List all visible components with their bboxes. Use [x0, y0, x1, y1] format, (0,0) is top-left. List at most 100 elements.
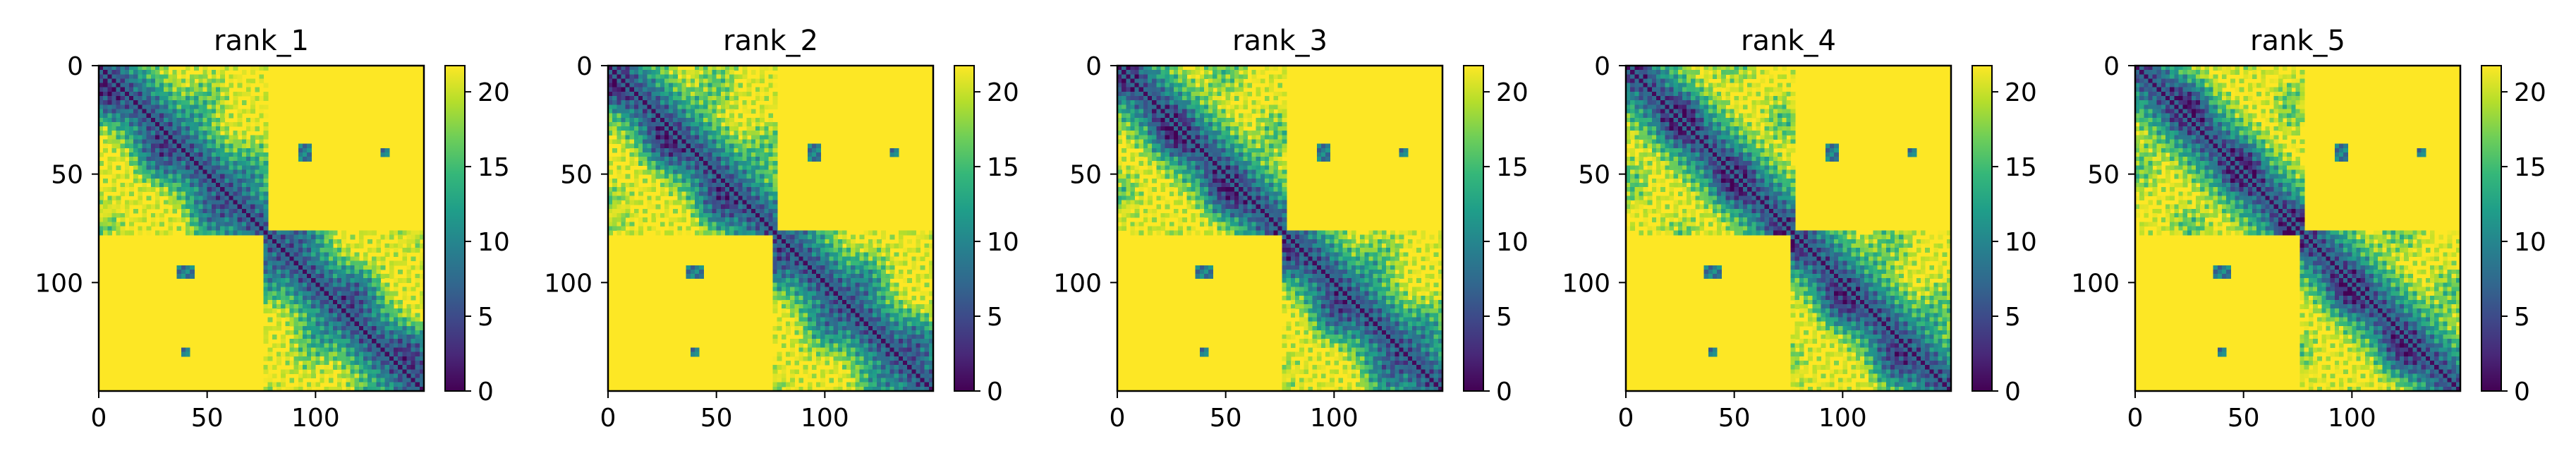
heatmap-cell — [734, 131, 739, 136]
heatmap-cell — [851, 304, 856, 309]
heatmap-cell — [320, 239, 325, 244]
heatmap-cell — [380, 378, 386, 383]
heatmap-cell — [302, 339, 308, 344]
heatmap-cell — [293, 386, 299, 392]
heatmap-cell — [272, 291, 277, 296]
heatmap-cell — [868, 351, 873, 357]
heatmap-cell — [855, 252, 861, 258]
heatmap-cell — [720, 78, 726, 84]
heatmap-cell — [311, 295, 316, 301]
heatmap-cell — [263, 356, 269, 361]
heatmap-cell — [185, 191, 190, 196]
heatmap-cell — [703, 191, 708, 196]
heatmap-cell — [107, 212, 113, 218]
heatmap-cell — [798, 325, 804, 331]
heatmap-cell — [920, 351, 925, 357]
heatmap-cell — [859, 274, 865, 279]
heatmap-cell — [272, 365, 277, 370]
heatmap-cell — [367, 308, 372, 313]
heatmap-cell — [124, 131, 130, 136]
heatmap-cell — [263, 222, 269, 227]
heatmap-cell — [190, 161, 195, 166]
heatmap-cell — [616, 87, 622, 92]
heatmap-cell — [681, 109, 687, 114]
heatmap-cell — [694, 187, 700, 192]
heatmap-cell — [190, 265, 195, 270]
heatmap-cell — [194, 104, 199, 110]
heatmap-cell — [647, 131, 652, 136]
heatmap-cell — [751, 178, 756, 184]
heatmap-cell — [616, 117, 622, 123]
heatmap-cell — [120, 121, 126, 127]
heatmap-cell — [354, 256, 360, 262]
heatmap-cell — [690, 217, 695, 222]
heatmap-cell — [289, 347, 295, 353]
heatmap-cell — [229, 191, 234, 196]
heatmap-cell — [285, 308, 291, 313]
heatmap-cell — [772, 217, 778, 222]
heatmap-cell — [341, 369, 346, 375]
heatmap-cell — [816, 321, 821, 327]
heatmap-cell — [803, 243, 808, 248]
heatmap-cell — [833, 339, 839, 344]
heatmap-cell — [211, 139, 217, 145]
heatmap-cell — [647, 135, 652, 140]
heatmap-cell — [146, 66, 152, 71]
heatmap-cell — [889, 347, 895, 353]
heatmap-cell — [298, 335, 303, 339]
heatmap-cell — [315, 260, 321, 266]
heatmap-cell — [293, 278, 299, 283]
heatmap-cell — [837, 260, 843, 266]
heatmap-cell — [237, 148, 243, 153]
heatmap-cell — [320, 265, 325, 270]
heatmap-cell — [164, 161, 169, 166]
heatmap-cell — [751, 182, 756, 188]
heatmap-cell — [781, 239, 786, 244]
heatmap-cell — [245, 148, 251, 153]
heatmap-cell — [211, 212, 217, 218]
heatmap-cell — [621, 121, 626, 127]
heatmap-cell — [293, 321, 299, 327]
heatmap-cell — [703, 83, 708, 88]
heatmap-cell — [820, 325, 825, 331]
heatmap-cell — [328, 295, 334, 301]
heatmap-cell — [332, 347, 338, 353]
heatmap-cell — [907, 360, 912, 366]
heatmap-cell — [350, 282, 356, 288]
heatmap-cell — [760, 126, 765, 131]
heatmap-cell — [229, 139, 234, 145]
heatmap-cell — [608, 96, 613, 101]
heatmap-cell — [237, 217, 243, 222]
heatmap-cell — [720, 143, 726, 149]
heatmap-cell — [742, 152, 748, 157]
heatmap-cell — [868, 265, 873, 270]
heatmap-cell — [707, 131, 713, 136]
heatmap-cell — [868, 369, 873, 375]
heatmap-cell — [207, 109, 212, 114]
heatmap-cell — [842, 248, 847, 253]
heatmap-cell — [277, 278, 281, 283]
heatmap-cell — [393, 287, 399, 292]
heatmap-cell — [307, 243, 312, 248]
heatmap-cell — [772, 157, 778, 162]
heatmap-cell — [372, 248, 377, 253]
heatmap-cell — [916, 287, 921, 292]
heatmap-cell — [111, 148, 117, 153]
heatmap-cell — [324, 265, 329, 270]
heatmap-cell — [384, 382, 390, 387]
heatmap-cell — [842, 330, 847, 335]
heatmap-cell — [729, 204, 734, 210]
heatmap-cell — [629, 222, 635, 227]
heatmap-cell — [625, 230, 631, 236]
heatmap-cell — [393, 339, 399, 344]
heatmap-cell — [807, 325, 813, 331]
heatmap-cell — [315, 287, 321, 292]
heatmap-cell — [716, 230, 722, 236]
heatmap-cell — [307, 299, 312, 305]
heatmap-cell — [168, 126, 174, 131]
heatmap-cell — [816, 313, 821, 318]
heatmap-cell — [285, 299, 291, 305]
heatmap-cell — [842, 339, 847, 344]
heatmap-cell — [237, 117, 243, 123]
heatmap-cell — [215, 204, 221, 210]
